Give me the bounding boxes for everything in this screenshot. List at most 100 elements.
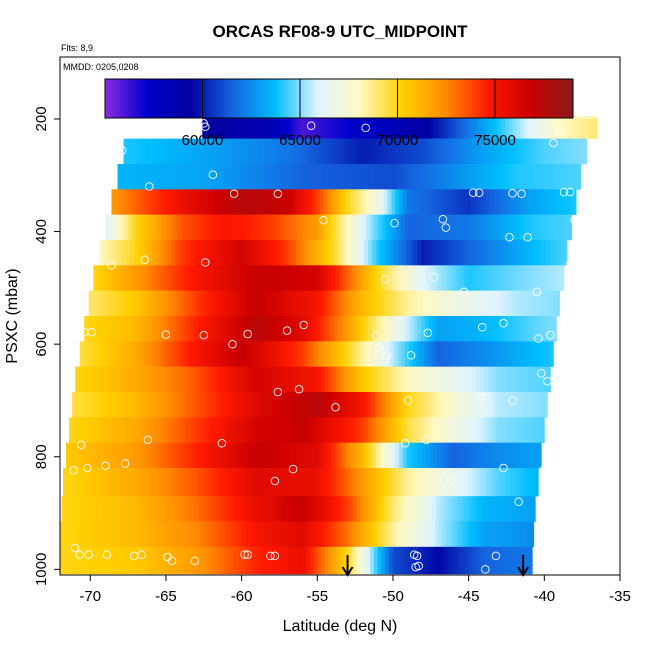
heatmap-cell bbox=[330, 290, 336, 317]
heatmap-cell bbox=[267, 468, 272, 497]
heatmap-cell bbox=[203, 521, 208, 548]
heatmap-cell bbox=[439, 496, 445, 522]
heatmap-cell bbox=[330, 116, 336, 139]
heatmap-cell bbox=[339, 265, 344, 291]
data-point bbox=[476, 393, 486, 402]
x-axis-label: Latitude (deg N) bbox=[283, 618, 398, 635]
heatmap-cell bbox=[106, 417, 112, 443]
heatmap-cell bbox=[182, 417, 187, 443]
heatmap-cell bbox=[394, 316, 399, 342]
heatmap-cell bbox=[195, 468, 200, 497]
plot-frame bbox=[59, 56, 621, 576]
x-tick-label: -60 bbox=[231, 588, 253, 605]
heatmap-cell bbox=[557, 239, 562, 266]
heatmap-cell bbox=[232, 442, 237, 469]
heatmap-cell bbox=[148, 417, 153, 443]
heatmap-cell bbox=[371, 417, 376, 443]
heatmap-cell bbox=[330, 417, 335, 443]
heatmap-cell bbox=[77, 442, 82, 469]
heatmap-cell bbox=[218, 546, 224, 575]
heatmap-cell bbox=[437, 468, 442, 497]
heatmap-cell bbox=[206, 189, 211, 215]
heatmap-cell bbox=[302, 214, 307, 241]
colorbar-cell bbox=[284, 79, 287, 118]
heatmap-cell bbox=[212, 392, 217, 418]
heatmap-cell bbox=[456, 468, 461, 497]
heatmap-cell bbox=[154, 546, 159, 575]
heatmap-cell bbox=[114, 239, 119, 266]
heatmap-cell bbox=[160, 442, 165, 469]
heatmap-cell bbox=[515, 239, 520, 266]
heatmap-cell bbox=[496, 417, 501, 443]
colorbar-cell bbox=[192, 79, 196, 118]
heatmap-cell bbox=[512, 290, 517, 317]
heatmap-cell bbox=[386, 341, 391, 367]
heatmap-cell bbox=[346, 290, 351, 317]
colorbar-cell bbox=[526, 79, 529, 118]
heatmap-cell bbox=[163, 417, 168, 443]
heatmap-cell bbox=[315, 189, 320, 215]
data-point bbox=[474, 188, 484, 197]
heatmap-cell bbox=[518, 163, 523, 190]
heatmap-cell bbox=[299, 239, 305, 266]
colorbar-cell bbox=[438, 79, 441, 118]
heatmap-cell bbox=[431, 392, 436, 418]
heatmap-cell bbox=[181, 341, 187, 367]
heatmap-cell bbox=[187, 442, 192, 469]
heatmap-cell bbox=[256, 138, 261, 165]
heatmap-cell bbox=[392, 546, 398, 575]
heatmap-cell bbox=[362, 366, 367, 393]
heatmap-cell bbox=[417, 496, 422, 522]
heatmap-cell bbox=[264, 521, 269, 548]
heatmap-cell bbox=[529, 163, 535, 190]
heatmap-cell bbox=[508, 417, 513, 443]
colorbar-cell bbox=[543, 79, 547, 118]
heatmap-cell bbox=[399, 189, 404, 215]
heatmap-cell bbox=[508, 442, 513, 469]
data-point bbox=[411, 562, 420, 572]
x-tick-label: -55 bbox=[306, 588, 328, 605]
heatmap-cell bbox=[188, 366, 193, 393]
heatmap-cell bbox=[186, 417, 191, 443]
heatmap-cell bbox=[436, 189, 442, 215]
heatmap-cell bbox=[301, 265, 306, 291]
heatmap-cell bbox=[399, 265, 404, 291]
colorbar-cell bbox=[214, 79, 217, 118]
heatmap-cell bbox=[302, 341, 308, 367]
heatmap-cell bbox=[134, 468, 140, 497]
heatmap-cell bbox=[129, 417, 134, 443]
heatmap-cell bbox=[189, 341, 194, 367]
heatmap-cell bbox=[202, 290, 207, 317]
heatmap-cell bbox=[400, 214, 405, 241]
heatmap-cell bbox=[144, 163, 149, 190]
heatmap-cell bbox=[528, 138, 533, 165]
heatmap-cell bbox=[311, 316, 316, 342]
heatmap-cell bbox=[315, 116, 320, 139]
heatmap-cell bbox=[573, 138, 579, 165]
heatmap-cell bbox=[101, 521, 106, 548]
heatmap-cell bbox=[497, 189, 502, 215]
heatmap-cell bbox=[584, 116, 589, 139]
colorbar-cell bbox=[434, 79, 437, 118]
colorbar-cell bbox=[512, 79, 515, 118]
heatmap-cell bbox=[364, 417, 369, 443]
heatmap-cell bbox=[172, 138, 177, 165]
heatmap-cell bbox=[153, 189, 158, 215]
colorbar-cell bbox=[403, 79, 406, 118]
heatmap-cell bbox=[220, 239, 225, 266]
heatmap-cell bbox=[89, 468, 94, 497]
heatmap-cell bbox=[245, 521, 250, 548]
heatmap-cell bbox=[407, 468, 412, 497]
heatmap-cell bbox=[351, 366, 356, 393]
heatmap-cell bbox=[517, 265, 522, 291]
heatmap-cell bbox=[439, 316, 445, 342]
heatmap-cell bbox=[402, 189, 407, 215]
heatmap-cell bbox=[354, 138, 359, 165]
heatmap-cell bbox=[243, 442, 249, 469]
heatmap-cell bbox=[301, 138, 306, 165]
heatmap-cell bbox=[473, 341, 478, 367]
heatmap-cell bbox=[273, 417, 278, 443]
heatmap-cell bbox=[412, 392, 417, 418]
heatmap-cell bbox=[409, 417, 414, 443]
heatmap-cell bbox=[86, 546, 91, 575]
